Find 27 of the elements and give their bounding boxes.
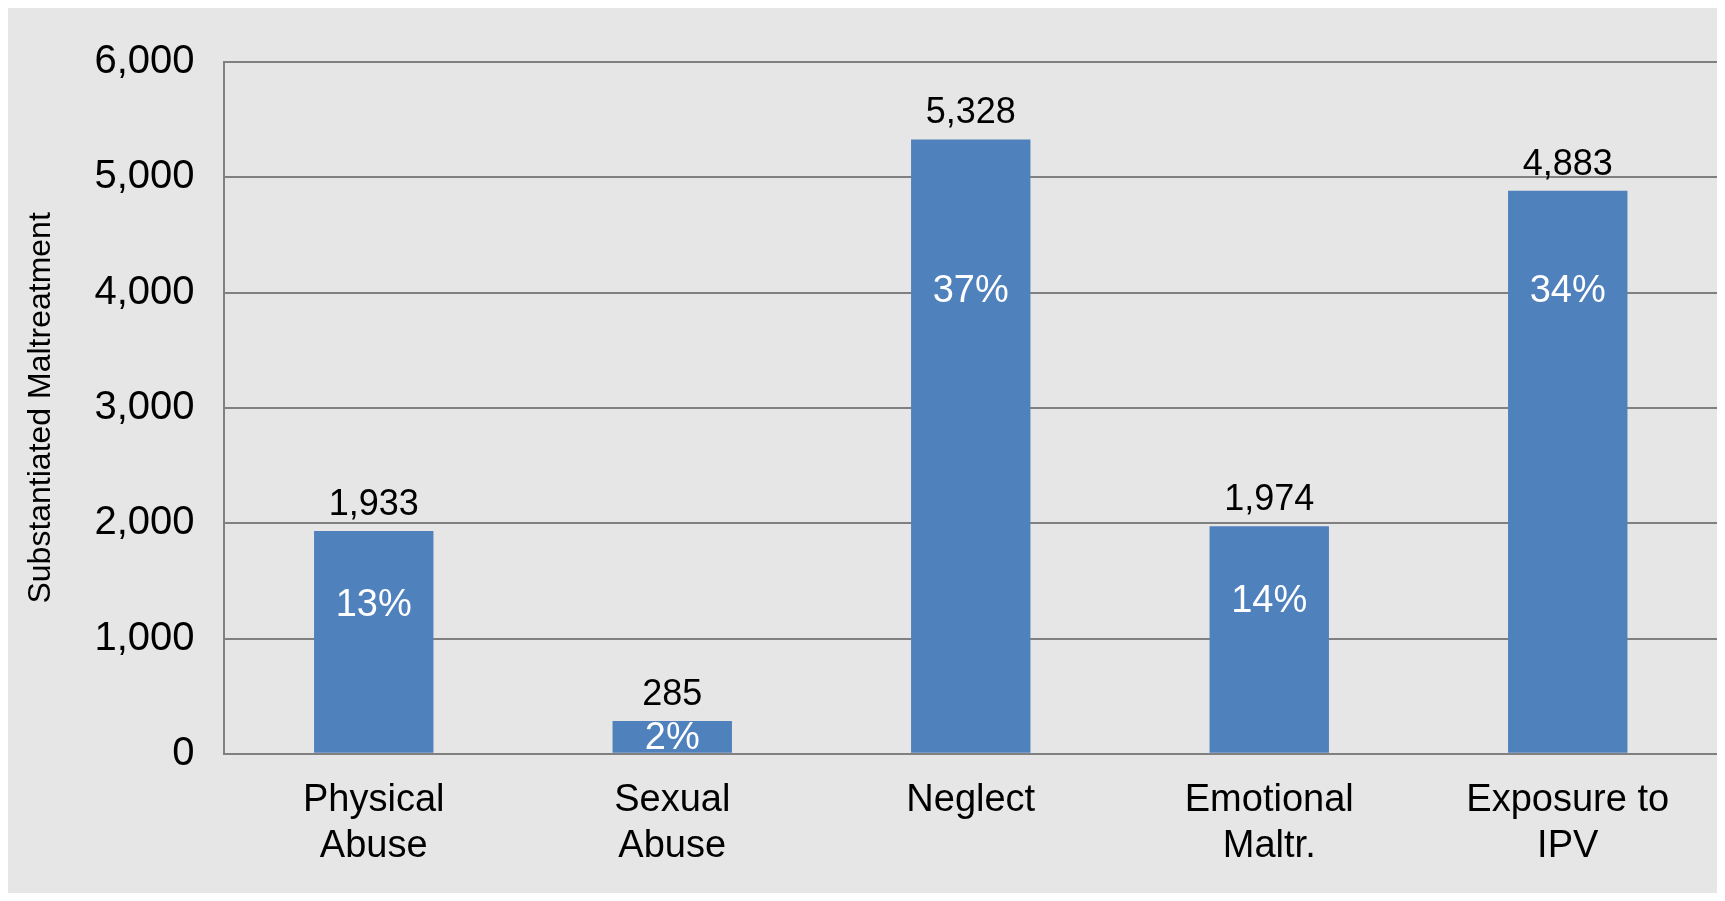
data-label: 285 [642, 671, 703, 713]
data-label: 1,974 [1224, 477, 1315, 519]
bar [1508, 190, 1628, 753]
y-tick-label: 2,000 [94, 498, 195, 543]
y-axis-title: Substantiated Maltreatment [21, 212, 58, 604]
x-tick-label: Neglect [906, 777, 1036, 820]
annotation: 34% [1529, 268, 1606, 311]
bar [911, 139, 1031, 753]
annotation: 2% [644, 715, 700, 758]
x-tick-label: Exposure to IPV [1466, 777, 1670, 865]
y-tick-label: 5,000 [94, 152, 195, 197]
data-label: 1,933 [328, 481, 419, 523]
x-tick-label: Emotional Maltr. [1184, 777, 1354, 865]
annotation: 14% [1231, 577, 1308, 620]
y-tick-label: 4,000 [94, 267, 195, 312]
bar [1209, 526, 1329, 753]
x-tick-label: Physical Abuse [303, 777, 445, 865]
annotation: 13% [335, 582, 412, 625]
y-tick-label: 3,000 [94, 382, 195, 427]
data-label: 5,328 [925, 90, 1016, 132]
y-tick-label: 0 [172, 728, 195, 773]
bar [314, 530, 434, 753]
data-label: 4,883 [1522, 141, 1613, 183]
annotation: 37% [932, 268, 1009, 311]
y-tick-label: 6,000 [94, 37, 195, 82]
x-tick-label: Sexual Abuse [614, 777, 731, 865]
y-tick-label: 1,000 [94, 613, 195, 658]
